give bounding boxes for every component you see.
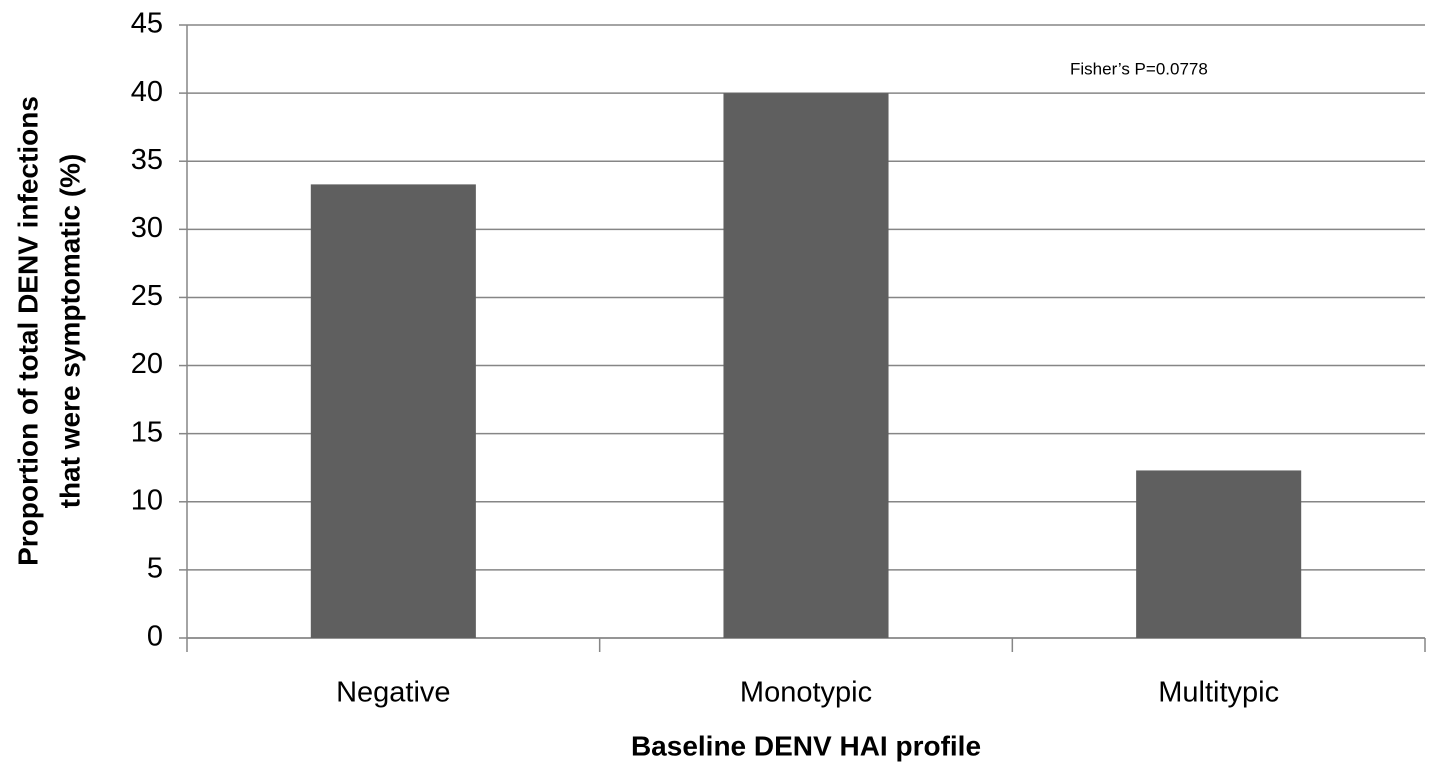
bar — [1136, 470, 1302, 638]
x-tick-label: Multitypic — [1158, 677, 1279, 709]
y-tick-label: 45 — [131, 8, 163, 40]
y-tick-label: 40 — [131, 76, 163, 108]
annotation: Fisher’s P=0.0778 — [1070, 59, 1208, 78]
bar — [310, 184, 476, 638]
x-axis-label: Baseline DENV HAI profile — [631, 730, 981, 761]
y-tick-label: 35 — [131, 144, 163, 176]
y-tick-label: 30 — [131, 212, 163, 244]
y-tick-label: 5 — [147, 553, 163, 585]
y-axis-label: that were symptomatic (%) — [54, 154, 85, 509]
y-tick-label: 25 — [131, 280, 163, 312]
x-tick-label: Monotypic — [740, 677, 872, 709]
bar — [723, 93, 889, 639]
y-tick-label: 15 — [131, 416, 163, 448]
x-tick-label: Negative — [336, 677, 450, 709]
y-tick-label: 20 — [131, 348, 163, 380]
y-tick-label: 10 — [131, 484, 163, 516]
y-tick-label: 0 — [147, 621, 163, 653]
y-axis-label: Proportion of total DENV infections — [12, 96, 43, 566]
